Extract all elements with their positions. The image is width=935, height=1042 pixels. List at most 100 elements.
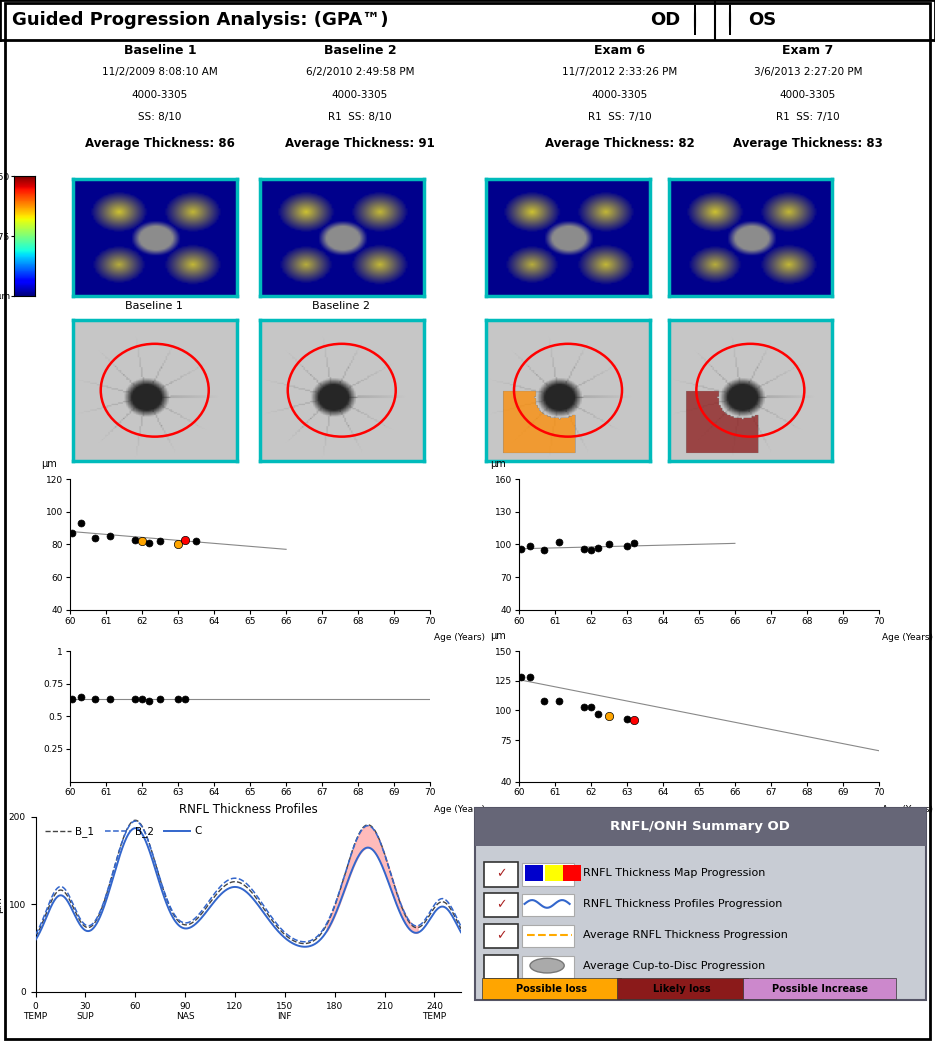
Text: Baseline 1: Baseline 1 <box>123 44 196 56</box>
FancyBboxPatch shape <box>484 924 518 948</box>
FancyBboxPatch shape <box>475 808 926 846</box>
C <box>352 852 363 865</box>
B_2 <box>281 928 293 941</box>
C <box>30 934 41 946</box>
B_1 <box>129 814 140 826</box>
Text: SS: 8/10: SS: 8/10 <box>138 113 181 123</box>
B_1 <box>223 877 235 890</box>
Title: RNFL Thickness Profiles: RNFL Thickness Profiles <box>179 802 318 816</box>
C <box>106 879 117 892</box>
Text: RNFL Thickness Map Progression: RNFL Thickness Map Progression <box>583 868 766 878</box>
B_2 <box>315 926 326 939</box>
B_1 <box>352 832 363 844</box>
FancyBboxPatch shape <box>617 978 748 999</box>
Text: 3/6/2013 2:27:20 PM: 3/6/2013 2:27:20 PM <box>754 67 862 77</box>
FancyBboxPatch shape <box>525 865 542 880</box>
B_2 <box>30 928 41 941</box>
Text: Rate of change: -1.76 +/- 2.13 µm/Year: Rate of change: -1.76 +/- 2.13 µm/Year <box>122 677 379 690</box>
Text: RNFL/ONH Summary OD: RNFL/ONH Summary OD <box>611 820 790 834</box>
Line: B_2: B_2 <box>36 821 461 942</box>
C <box>315 933 326 945</box>
B_2 <box>130 815 141 827</box>
B_1 <box>298 938 309 950</box>
B_1 <box>106 873 117 886</box>
Text: Age (Years): Age (Years) <box>883 632 933 642</box>
C <box>129 822 140 835</box>
Text: Average Thickness: 83: Average Thickness: 83 <box>733 138 883 150</box>
C <box>455 926 467 939</box>
Text: Rate of change: 0.00 +/- 0.02 /Year: Rate of change: 0.00 +/- 0.02 /Year <box>134 849 367 862</box>
Text: R1  SS: 7/10: R1 SS: 7/10 <box>776 113 840 123</box>
Text: Average Cup-to-Disc Progression: Average Cup-to-Disc Progression <box>583 961 766 970</box>
Text: Age (Years): Age (Years) <box>434 804 484 814</box>
Text: Average Cup-to-Disc Ratio: Average Cup-to-Disc Ratio <box>158 823 342 836</box>
B_2 <box>299 936 310 948</box>
Text: 11/2/2009 8:08:10 AM: 11/2/2009 8:08:10 AM <box>102 67 218 77</box>
Text: OS: OS <box>748 10 776 29</box>
Text: Rate of change: -6.01 +/- 5.95 µm/Year: Rate of change: -6.01 +/- 5.95 µm/Year <box>569 849 828 862</box>
Text: Baseline 2: Baseline 2 <box>312 301 370 312</box>
Text: Possible Increase: Possible Increase <box>771 984 868 994</box>
B_1 <box>455 922 467 935</box>
C <box>299 941 310 953</box>
Text: 4000-3305: 4000-3305 <box>132 91 188 100</box>
Text: 4000-3305: 4000-3305 <box>592 91 648 100</box>
Text: Baseline 1: Baseline 1 <box>125 301 183 312</box>
Text: Age (Years): Age (Years) <box>883 804 933 814</box>
Text: R1  SS: 8/10: R1 SS: 8/10 <box>328 113 392 123</box>
Text: Average Thickness: 86: Average Thickness: 86 <box>85 138 235 150</box>
Text: Average Thickness: 82: Average Thickness: 82 <box>545 138 695 150</box>
Text: Rate of change: 0.83 +/- 2.30 µm/Year: Rate of change: 0.83 +/- 2.30 µm/Year <box>572 677 826 690</box>
Text: Superior RNFL Thickness: Superior RNFL Thickness <box>611 651 786 664</box>
Text: Inferior RNFL Thickness: Inferior RNFL Thickness <box>615 823 783 836</box>
Text: Guided Progression Analysis: (GPA™): Guided Progression Analysis: (GPA™) <box>12 10 389 29</box>
FancyBboxPatch shape <box>484 956 518 979</box>
FancyBboxPatch shape <box>482 978 622 999</box>
Text: Average RNFL Thickness Progression: Average RNFL Thickness Progression <box>583 929 788 940</box>
Y-axis label: µm: µm <box>0 896 3 913</box>
FancyBboxPatch shape <box>523 925 574 947</box>
Text: Likely loss: Likely loss <box>654 984 712 994</box>
Text: 6/2/2010 2:49:58 PM: 6/2/2010 2:49:58 PM <box>306 67 414 77</box>
Text: µm: µm <box>490 458 506 469</box>
Text: 4000-3305: 4000-3305 <box>332 91 388 100</box>
Text: Average Thickness: 91: Average Thickness: 91 <box>285 138 435 150</box>
Text: 4000-3305: 4000-3305 <box>780 91 836 100</box>
B_2 <box>455 920 467 933</box>
B_2 <box>140 827 151 840</box>
Text: OD: OD <box>650 10 680 29</box>
Text: Baseline 2: Baseline 2 <box>324 44 396 56</box>
C <box>281 934 293 946</box>
B_1 <box>30 931 41 943</box>
B_2 <box>352 832 363 844</box>
Text: µm: µm <box>41 458 57 469</box>
Line: C: C <box>36 828 461 947</box>
Text: 11/7/2012 2:33:26 PM: 11/7/2012 2:33:26 PM <box>562 67 678 77</box>
B_2 <box>106 873 117 886</box>
Text: Exam 7: Exam 7 <box>783 44 834 56</box>
FancyBboxPatch shape <box>743 978 897 999</box>
Text: µm: µm <box>490 630 506 641</box>
B_1 <box>281 931 293 943</box>
Text: ✓: ✓ <box>496 898 507 912</box>
Text: RNFL Thickness Profiles Progression: RNFL Thickness Profiles Progression <box>583 899 783 909</box>
FancyBboxPatch shape <box>545 865 563 880</box>
Circle shape <box>530 959 564 973</box>
Text: ✓: ✓ <box>496 929 507 942</box>
B_2 <box>223 873 235 886</box>
FancyBboxPatch shape <box>563 865 581 880</box>
B_1 <box>315 927 326 940</box>
FancyBboxPatch shape <box>523 894 574 917</box>
C <box>140 835 151 847</box>
C <box>223 883 235 895</box>
Text: Possible loss: Possible loss <box>516 984 587 994</box>
FancyBboxPatch shape <box>523 864 574 886</box>
FancyBboxPatch shape <box>523 956 574 978</box>
Text: Exam 6: Exam 6 <box>595 44 645 56</box>
Text: Age (Years): Age (Years) <box>434 632 484 642</box>
Line: B_1: B_1 <box>36 820 461 944</box>
Legend: B_1, B_2, C: B_1, B_2, C <box>41 822 206 841</box>
Text: Average RNFL Thickness: Average RNFL Thickness <box>164 651 337 664</box>
FancyBboxPatch shape <box>484 863 518 887</box>
B_1 <box>140 827 151 840</box>
